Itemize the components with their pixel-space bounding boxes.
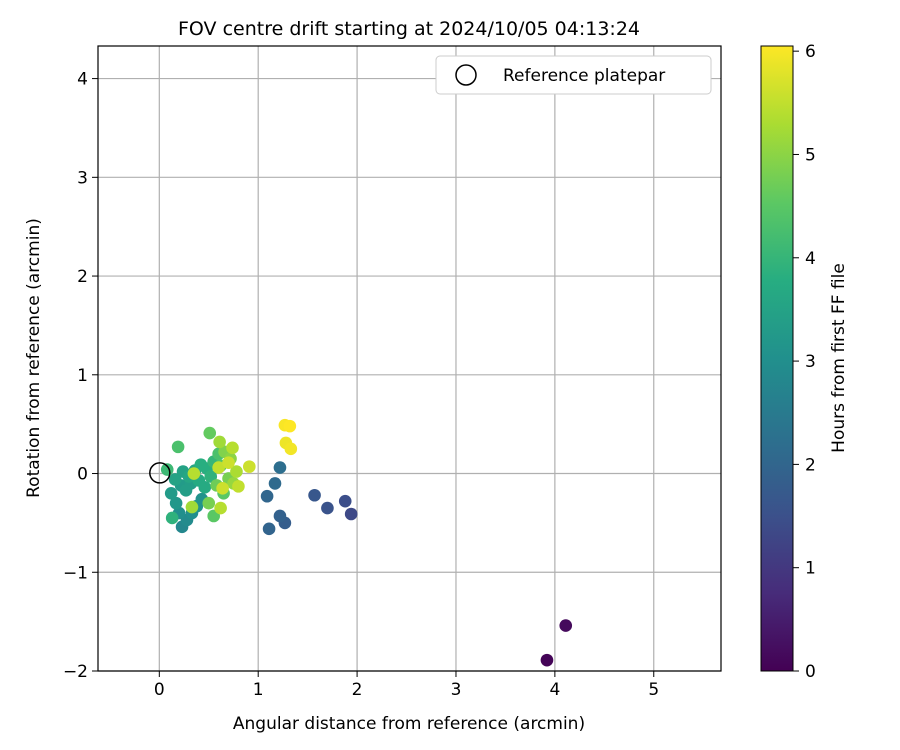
colorbar-tick-label: 5 [805, 145, 816, 165]
colorbar-tick-label: 4 [805, 249, 816, 269]
data-point [344, 507, 358, 521]
x-axis-label: Angular distance from reference (arcmin) [233, 714, 585, 734]
grid [98, 46, 721, 672]
data-point [171, 440, 185, 454]
x-tick-label: 1 [253, 680, 264, 700]
x-tick-label: 0 [154, 680, 165, 700]
y-axis-label: Rotation from reference (arcmin) [24, 218, 44, 498]
data-point [273, 509, 287, 523]
colorbar [760, 45, 794, 672]
y-tick-label: 4 [77, 70, 88, 90]
data-point [203, 426, 217, 440]
data-point [213, 435, 226, 449]
data-point [214, 501, 227, 515]
y-tick-label: 1 [77, 366, 88, 386]
data-point [268, 477, 282, 490]
colorbar-ticks: 0 1 2 3 4 5 6 [793, 42, 816, 682]
y-tick-label: −1 [63, 563, 88, 583]
colorbar-tick-label: 0 [805, 662, 816, 682]
colorbar-label: Hours from first FF file [829, 263, 849, 453]
y-tick-label: −2 [63, 662, 88, 682]
legend-marker-open-circle [455, 64, 477, 86]
data-point [283, 419, 297, 433]
data-point [260, 489, 274, 503]
x-tick-label: 2 [352, 680, 363, 700]
data-point [169, 496, 183, 510]
x-tick-label: 5 [648, 680, 659, 700]
data-point [204, 470, 218, 483]
data-point [243, 460, 256, 473]
data-point [226, 441, 239, 455]
data-point [284, 442, 298, 456]
x-tick-label: 4 [549, 680, 560, 700]
y-tick-label: 3 [77, 168, 88, 188]
chart-title: FOV centre drift starting at 2024/10/05 … [178, 18, 640, 40]
data-point [164, 486, 178, 500]
legend-label: Reference platepar [503, 66, 665, 86]
y-tick-label: 2 [77, 267, 88, 287]
data-point [321, 501, 334, 515]
data-point [540, 653, 554, 667]
colorbar-tick-label: 2 [805, 455, 816, 475]
reference-platepar-marker [149, 462, 171, 484]
colorbar-tick-label: 3 [805, 352, 816, 372]
data-point [187, 467, 201, 480]
y-axis-ticks: −2 −1 0 1 2 3 4 [63, 70, 98, 682]
x-axis-ticks: 0 1 2 3 4 5 [154, 671, 659, 700]
colorbar-tick-label: 1 [805, 559, 816, 579]
data-point [198, 481, 212, 494]
data-point [273, 461, 287, 474]
legend: Reference platepar [435, 55, 712, 95]
data-points [160, 418, 573, 667]
data-point [338, 494, 352, 508]
data-point [232, 480, 245, 493]
plot-frame [97, 45, 722, 672]
data-point [230, 465, 243, 478]
y-tick-label: 0 [77, 465, 88, 485]
data-point [212, 461, 225, 474]
x-tick-label: 3 [451, 680, 462, 700]
data-point [185, 500, 199, 514]
colorbar-tick-label: 6 [805, 42, 816, 62]
data-point [165, 511, 179, 525]
data-point [216, 482, 229, 495]
data-point [262, 522, 276, 536]
legend-box [435, 55, 712, 95]
data-point [222, 456, 235, 469]
data-point [308, 488, 321, 502]
data-point [168, 473, 182, 486]
data-point [559, 619, 573, 632]
data-point [202, 496, 216, 510]
